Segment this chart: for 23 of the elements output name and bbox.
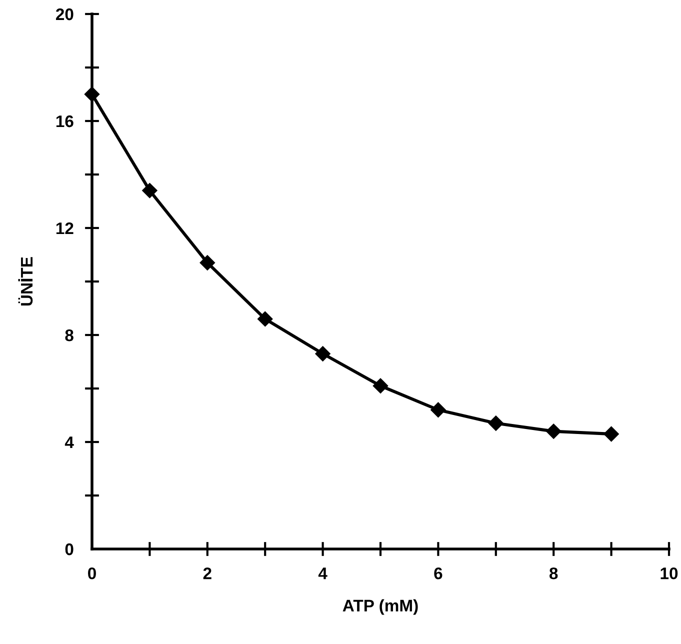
x-tick-label: 4: [318, 568, 328, 580]
x-tick-label: 8: [549, 567, 558, 580]
x-axis-title: ATP (mM): [342, 599, 418, 615]
point: [488, 416, 504, 431]
point: [315, 346, 330, 362]
x-tick-label: 6: [434, 567, 442, 580]
x-tick-label: 2: [203, 567, 212, 580]
y-tick-label: 8: [65, 329, 74, 342]
y-tick-label: 12: [56, 222, 74, 234]
y-tick-label: 16: [56, 115, 74, 128]
x-tick-label: 10: [660, 567, 678, 580]
point: [258, 311, 273, 327]
y-tick-label: 4: [64, 436, 74, 448]
y-axis-title: ÜNİTE: [18, 257, 33, 306]
point: [546, 424, 562, 439]
point: [200, 255, 215, 270]
point: [372, 378, 388, 394]
y-tick-label: 20: [56, 8, 74, 20]
y-tick-label: 0: [65, 543, 74, 556]
point: [604, 426, 619, 442]
x-tick-label: 0: [88, 567, 96, 580]
point: [430, 402, 446, 418]
point: [142, 182, 158, 198]
